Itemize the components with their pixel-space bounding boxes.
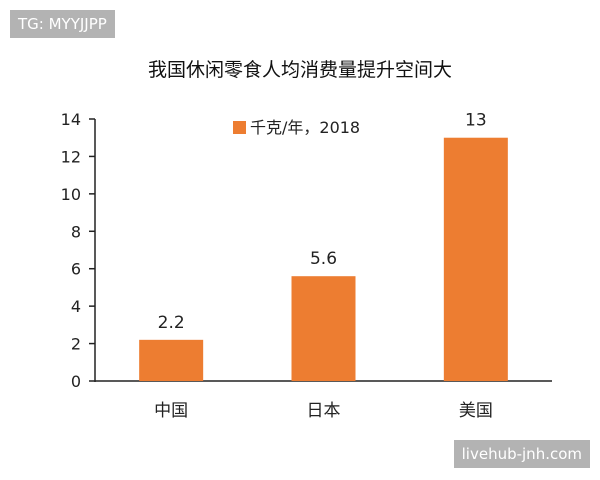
bar-value-label: 2.2: [158, 313, 185, 333]
y-tick-label: 2: [71, 335, 81, 354]
legend-swatch: [233, 121, 246, 134]
bar-value-label: 13: [465, 111, 487, 131]
bar: [139, 339, 204, 381]
x-category-label: 中国: [154, 401, 188, 421]
y-tick-label: 14: [61, 110, 81, 129]
y-tick-label: 10: [61, 185, 81, 204]
watermark-bottom: livehub-jnh.com: [453, 440, 590, 468]
y-tick-label: 0: [71, 372, 81, 391]
x-category-label: 美国: [459, 401, 493, 421]
chart-title: 我国休闲零食人均消费量提升空间大: [147, 59, 452, 81]
legend: 千克/年，2018: [233, 118, 360, 137]
y-tick-label: 12: [61, 147, 81, 166]
bar: [291, 276, 356, 381]
legend-label: 千克/年，2018: [250, 118, 360, 137]
x-category-label: 日本: [307, 401, 341, 421]
bar: [443, 137, 508, 381]
y-tick-label: 4: [71, 297, 81, 316]
y-tick-label: 6: [71, 260, 81, 279]
y-tick-label: 8: [71, 222, 81, 241]
watermark-top: TG: MYYJJPP: [10, 10, 115, 38]
bar-value-label: 5.6: [310, 249, 337, 269]
